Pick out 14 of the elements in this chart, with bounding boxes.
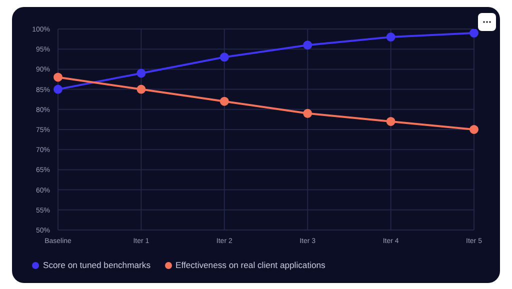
point [220,96,229,106]
point [470,125,478,134]
point [386,32,396,42]
legend-label: Effectiveness on real client applications [176,260,326,270]
point [220,52,229,62]
point [303,108,312,118]
legend-label: Score on tuned benchmarks [43,260,150,270]
point [54,72,62,82]
point [470,29,478,38]
point [386,116,396,126]
point [136,68,146,78]
point [303,40,312,50]
point [54,84,62,94]
point [136,84,146,94]
